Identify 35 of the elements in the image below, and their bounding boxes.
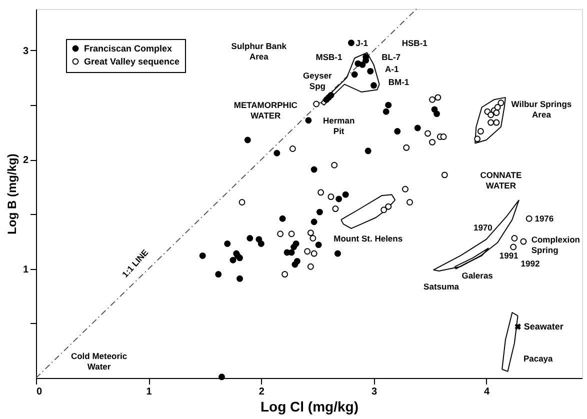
annotation: Mount St. Helens bbox=[334, 233, 403, 244]
annotation: 1970 bbox=[473, 222, 493, 232]
annotation: A-1 bbox=[384, 64, 399, 74]
x-axis-title: Log Cl (mg/kg) bbox=[260, 398, 358, 414]
annotation: METAMORPHIC WATER bbox=[234, 100, 298, 121]
annotation: BL-7 bbox=[382, 52, 401, 62]
annotation: 1976 bbox=[534, 214, 554, 224]
y-axis-title: Log B (mg/kg) bbox=[4, 154, 19, 234]
annotation: J-1 bbox=[356, 38, 368, 48]
annotation: Geyser Spg bbox=[303, 70, 333, 92]
legend-label: Great Valley sequence bbox=[84, 56, 180, 66]
series-label: Seawater bbox=[524, 322, 564, 332]
annotation: MSB-1 bbox=[316, 52, 342, 62]
y-tick-label: 3 bbox=[22, 46, 29, 57]
annotation: Wilbur Springs Area bbox=[511, 98, 572, 120]
annotation: 1991 bbox=[499, 250, 519, 261]
annotation: Satsuma bbox=[424, 281, 460, 292]
annotation: Complexion Spring bbox=[531, 234, 580, 255]
annotation: CONNATE WATER bbox=[480, 170, 522, 190]
annotation: BM-1 bbox=[388, 77, 410, 88]
x-tick-label: 1 bbox=[146, 386, 152, 398]
x-tick-label: 2 bbox=[258, 386, 265, 398]
annotation: Cold Meteoric Water bbox=[70, 351, 128, 372]
annotation: Pacaya bbox=[523, 353, 554, 364]
y-tick-label: 2 bbox=[22, 155, 29, 166]
annotation: Sulphur Bank Area bbox=[231, 41, 287, 62]
legend-label: Franciscan Complex bbox=[84, 44, 172, 54]
annotation: 1992 bbox=[520, 258, 540, 268]
annotation: HSB-1 bbox=[402, 38, 428, 48]
x-tick-label: 3 bbox=[371, 386, 378, 398]
annotation: Galeras bbox=[462, 270, 494, 280]
x-tick-label: 0 bbox=[36, 386, 42, 398]
annotation: Herman Pit bbox=[323, 115, 355, 136]
x-tick-label: 4 bbox=[484, 386, 490, 398]
y-tick-label: 1 bbox=[22, 264, 29, 276]
